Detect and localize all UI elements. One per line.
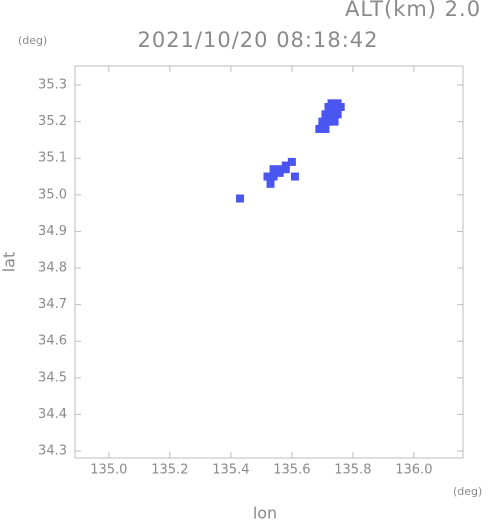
echo-cell xyxy=(269,165,278,174)
echo-cell xyxy=(330,117,339,126)
y-tick-label: 34.3 xyxy=(38,444,67,459)
echo-cell xyxy=(318,121,327,130)
chart-title: 2021/10/20 08:18:42 xyxy=(137,28,378,52)
echo-cell xyxy=(269,172,278,181)
y-tick-label: 35.3 xyxy=(38,78,67,93)
echo-cell xyxy=(290,172,299,181)
x-tick-label: 135.0 xyxy=(90,463,127,478)
y-unit: (deg) xyxy=(18,34,47,47)
x-tick-label: 135.6 xyxy=(273,463,310,478)
echo-cell xyxy=(281,165,290,174)
echo-cell xyxy=(275,168,284,177)
y-tick-label: 34.6 xyxy=(38,334,67,349)
y-tick-label: 35.1 xyxy=(38,151,67,166)
x-tick-label: 135.8 xyxy=(334,463,371,478)
plot-frame xyxy=(74,65,464,459)
x-unit: (deg) xyxy=(453,485,482,498)
y-tick-label: 35.0 xyxy=(38,187,67,202)
y-axis-label: lat xyxy=(0,252,19,273)
y-tick-label: 34.9 xyxy=(38,224,67,239)
y-tick-label: 34.7 xyxy=(38,297,67,312)
echo-cell xyxy=(327,110,336,119)
x-axis-label: lon xyxy=(253,504,277,521)
subtitle: ALT(km) 2.0 xyxy=(345,0,481,21)
echo-cell xyxy=(336,102,345,111)
echo-cell xyxy=(330,102,339,111)
echo-cell xyxy=(287,157,296,166)
y-tick-label: 34.5 xyxy=(38,370,67,385)
echo-cell xyxy=(266,179,275,188)
x-tick-label: 136.0 xyxy=(395,463,432,478)
echo-cell xyxy=(236,194,245,203)
echo-cell xyxy=(324,117,333,126)
x-tick-label: 135.2 xyxy=(151,463,188,478)
echo-cell xyxy=(321,110,330,119)
y-tick-label: 34.8 xyxy=(38,261,67,276)
echo-cell xyxy=(324,102,333,111)
echo-cell xyxy=(333,110,342,119)
echo-cell xyxy=(263,172,272,181)
y-tick-label: 34.4 xyxy=(38,407,67,422)
x-tick-label: 135.4 xyxy=(212,463,249,478)
y-tick-label: 35.2 xyxy=(38,114,67,129)
